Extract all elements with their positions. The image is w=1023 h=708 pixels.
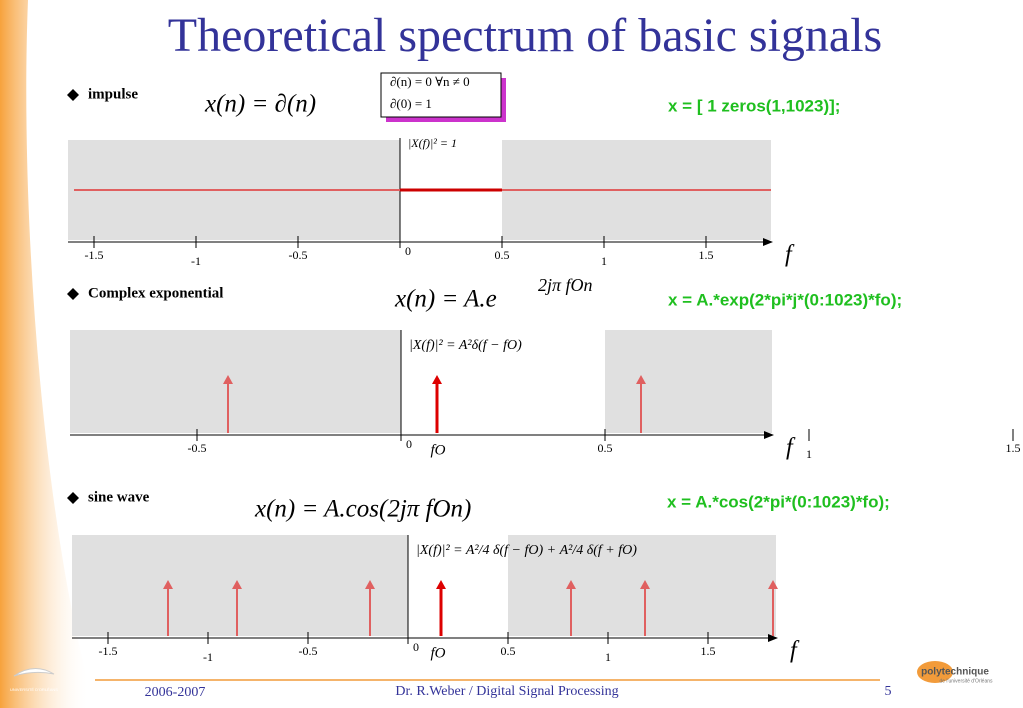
- equation-exponent: 2jπ fOn: [538, 275, 593, 295]
- left-logo: UNIVERSITÉ D'ORLÉANS: [10, 687, 58, 692]
- equation: x(n) = A.e: [394, 286, 497, 313]
- spectral-arrow: [232, 580, 242, 589]
- axis-label: f: [790, 638, 800, 664]
- tick-label: 0: [406, 437, 412, 451]
- x-axis-arrow: [768, 634, 778, 642]
- spectral-arrow: [566, 580, 576, 589]
- x-axis-arrow: [763, 238, 773, 246]
- tick-label: 1.5: [699, 248, 714, 262]
- code: x = A.*exp(2*pi*j*(0:1023)*fo);: [668, 290, 902, 309]
- spectral-arrow: [365, 580, 375, 589]
- definition-line: ∂(0) = 1: [390, 96, 432, 111]
- axis-label: f: [786, 435, 796, 461]
- x-axis-arrow: [764, 431, 774, 439]
- left-logo-icon: [13, 668, 55, 677]
- tick-label: 0: [405, 244, 411, 258]
- tick-label: -1.5: [99, 644, 118, 658]
- spectral-arrow: [432, 375, 442, 384]
- spectrum-formula: |X(f)|² = A²/4 δ(f − fO) + A²/4 δ(f + fO…: [416, 543, 637, 558]
- right-logo: polytechnique: [921, 667, 989, 678]
- tick-label: -0.5: [299, 644, 318, 658]
- tick-label: 1: [806, 447, 812, 461]
- tick-label: 0: [413, 640, 419, 654]
- tick-label: 0.5: [495, 248, 510, 262]
- title: Theoretical spectrum of basic signals: [168, 9, 882, 62]
- bullet-text: impulse: [88, 86, 138, 102]
- tick-label: -1.5: [85, 248, 104, 262]
- freq-label: fO: [431, 645, 446, 661]
- tick-label: 1.5: [1006, 441, 1021, 455]
- right-logo-icon: [917, 661, 953, 683]
- tick-label: 1.5: [701, 644, 716, 658]
- bullet-text: sine wave: [88, 489, 150, 505]
- tick-label: 0.5: [598, 441, 613, 455]
- axis-label: f: [785, 242, 795, 268]
- spectrum-formula: |X(f)|² = A²δ(f − fO): [409, 338, 522, 353]
- equation: x(n) = ∂(n): [204, 91, 316, 118]
- bullet-text: Complex exponential: [88, 285, 223, 301]
- tick-label: 1: [605, 650, 611, 664]
- spectral-arrow: [640, 580, 650, 589]
- tick-label: -0.5: [289, 248, 308, 262]
- side-decoration: [0, 0, 90, 708]
- code: x = [ 1 zeros(1,1023)];: [668, 96, 840, 115]
- shade-right: [605, 330, 772, 433]
- definition-box: [380, 72, 502, 118]
- tick-label: 0.5: [501, 644, 516, 658]
- bullet-diamond: [67, 89, 79, 101]
- tick-label: 1: [601, 254, 607, 268]
- footer-author: Dr. R.Weber / Digital Signal Processing: [395, 684, 618, 699]
- bullet-diamond: [67, 492, 79, 504]
- right-logo-sub: de l'université d'Orléans: [939, 678, 993, 684]
- footer-page: 5: [885, 684, 892, 699]
- spectral-arrow: [436, 580, 446, 589]
- spectral-arrow: [768, 580, 778, 589]
- shade-left: [70, 330, 401, 433]
- freq-label: fO: [431, 442, 446, 458]
- tick-label: -0.5: [188, 441, 207, 455]
- spectrum-formula: |X(f)|² = 1: [408, 136, 457, 150]
- equation: x(n) = A.cos(2jπ fOn): [254, 496, 471, 523]
- spectral-arrow: [163, 580, 173, 589]
- bullet-diamond: [67, 288, 79, 300]
- tick-label: -1: [203, 650, 213, 664]
- code: x = A.*cos(2*pi*(0:1023)*fo);: [667, 492, 890, 511]
- spectral-arrow: [223, 375, 233, 384]
- spectral-arrow: [636, 375, 646, 384]
- tick-label: -1: [191, 254, 201, 268]
- footer-years: 2006-2007: [145, 685, 206, 700]
- definition-line: ∂(n) = 0 ∀n ≠ 0: [390, 74, 470, 89]
